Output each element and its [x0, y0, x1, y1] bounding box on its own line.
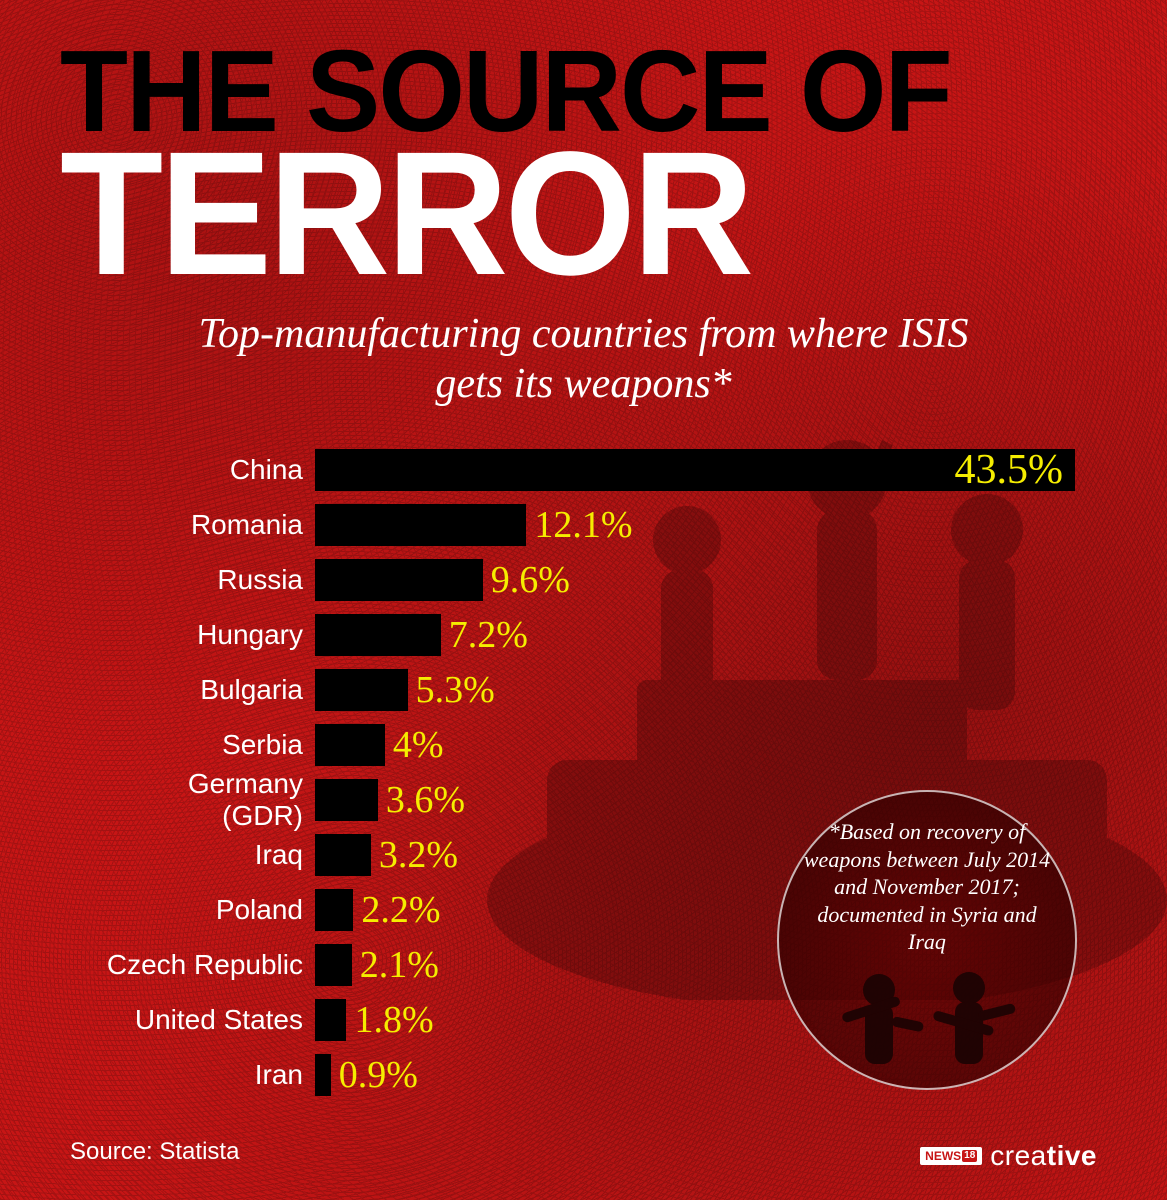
source-label: Source: Statista — [70, 1138, 239, 1166]
country-label: China — [100, 454, 315, 486]
footnote-text: *Based on recovery of weapons between Ju… — [779, 818, 1075, 956]
title-line-2: TERROR — [60, 142, 1065, 286]
brand-badge: NEWS 18 — [920, 1147, 982, 1165]
country-label: Poland — [100, 894, 315, 926]
bar-wrap: 43.5% — [315, 449, 1107, 491]
bar-value: 4% — [385, 723, 444, 767]
bar-value: 2.1% — [352, 943, 439, 987]
country-label: Germany (GDR) — [100, 768, 315, 832]
bar-value: 3.2% — [371, 833, 458, 877]
footnote-silhouette-icon — [817, 962, 1037, 1082]
country-label: Serbia — [100, 729, 315, 761]
bar-value: 12.1% — [526, 503, 632, 547]
bar — [315, 669, 408, 711]
bar-value: 3.6% — [378, 778, 465, 822]
subtitle: Top-manufacturing countries from where I… — [174, 310, 994, 409]
bar — [315, 1054, 331, 1096]
chart-row: Bulgaria 5.3% — [100, 663, 1107, 716]
bar-value: 9.6% — [483, 558, 570, 602]
country-label: Russia — [100, 564, 315, 596]
brand-credit: NEWS 18 creative — [920, 1140, 1097, 1172]
bar-value: 1.8% — [346, 998, 433, 1042]
bar-value: 0.9% — [331, 1053, 418, 1097]
bar — [315, 614, 441, 656]
bar: 43.5% — [315, 449, 1075, 491]
bar-wrap: 12.1% — [315, 503, 1107, 547]
bar — [315, 779, 378, 821]
country-label: Hungary — [100, 619, 315, 651]
bar — [315, 889, 353, 931]
bar-value: 7.2% — [441, 613, 528, 657]
chart-row: Hungary 7.2% — [100, 608, 1107, 661]
country-label: Iran — [100, 1059, 315, 1091]
bar — [315, 999, 346, 1041]
brand-prefix: NEWS — [925, 1150, 961, 1162]
bar-value: 2.2% — [353, 888, 440, 932]
chart-row: China43.5% — [100, 443, 1107, 496]
bar-wrap: 7.2% — [315, 613, 1107, 657]
chart-row: Russia 9.6% — [100, 553, 1107, 606]
country-label: Bulgaria — [100, 674, 315, 706]
chart-row: Serbia 4% — [100, 718, 1107, 771]
brand-num: 18 — [962, 1150, 977, 1162]
footnote-circle: *Based on recovery of weapons between Ju… — [777, 790, 1077, 1090]
country-label: Romania — [100, 509, 315, 541]
bar — [315, 724, 385, 766]
bar-value: 5.3% — [408, 668, 495, 712]
country-label: Iraq — [100, 839, 315, 871]
bar — [315, 504, 526, 546]
chart-row: Romania 12.1% — [100, 498, 1107, 551]
bar — [315, 559, 483, 601]
bar-wrap: 5.3% — [315, 668, 1107, 712]
bar-wrap: 9.6% — [315, 558, 1107, 602]
brand-text: creative — [990, 1140, 1097, 1172]
country-label: Czech Republic — [100, 949, 315, 981]
bar-wrap: 4% — [315, 723, 1107, 767]
bar — [315, 944, 352, 986]
bar — [315, 834, 371, 876]
country-label: United States — [100, 1004, 315, 1036]
